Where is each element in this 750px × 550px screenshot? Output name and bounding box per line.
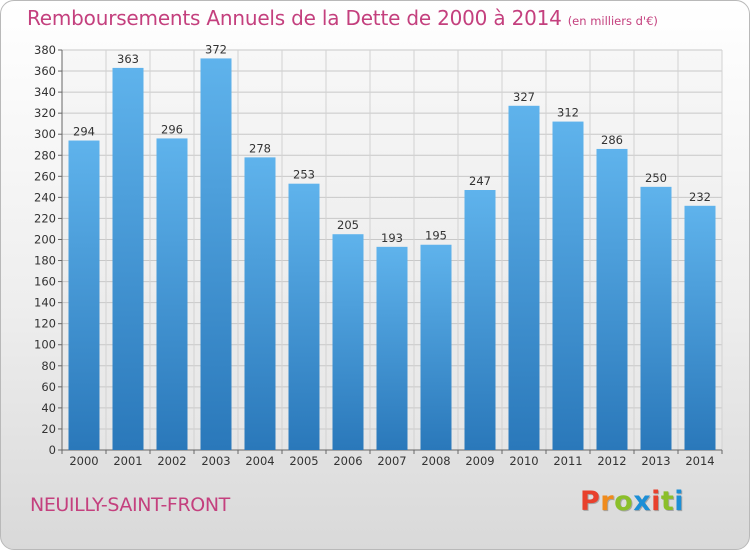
bar-value-label: 286 — [601, 133, 623, 147]
x-tick-label: 2010 — [509, 454, 538, 468]
x-tick-label: 2005 — [289, 454, 318, 468]
x-tick-label: 2000 — [69, 454, 98, 468]
bar-value-label: 278 — [249, 141, 271, 155]
y-tick-label: 340 — [34, 85, 56, 99]
commune-name: NEUILLY-SAINT-FRONT — [30, 494, 230, 516]
logo-letter: t — [660, 486, 675, 517]
logo-letter: x — [633, 486, 652, 517]
y-tick-label: 40 — [41, 401, 56, 415]
bar-value-label: 372 — [205, 42, 227, 56]
bar-value-label: 193 — [381, 231, 403, 245]
y-tick-label: 280 — [34, 148, 56, 162]
axes: 0 20 40 60 80 100 120 140 160 180 200 220 240 260 280 3… — [34, 43, 723, 468]
bar-value-label: 232 — [689, 190, 711, 204]
bar-value-label: 363 — [117, 52, 139, 66]
x-tick-label: 2004 — [245, 454, 274, 468]
logo-letter: i — [674, 486, 685, 517]
y-tick-label: 60 — [41, 380, 56, 394]
bar-value-label: 250 — [645, 171, 667, 185]
bar — [332, 234, 364, 450]
bar-value-label: 205 — [337, 218, 359, 232]
bar — [508, 105, 540, 450]
logo-letter: i — [651, 486, 661, 517]
bar — [68, 140, 100, 451]
bars — [68, 58, 716, 451]
y-tick-label: 380 — [34, 43, 56, 57]
y-tick-label: 260 — [34, 169, 56, 183]
proxiti-logo: Proxiti — [580, 486, 684, 517]
bar-value-label: 195 — [425, 229, 447, 243]
bar — [200, 58, 232, 450]
bar-value-label: 247 — [469, 174, 491, 188]
y-tick-label: 0 — [49, 443, 56, 457]
bar — [684, 205, 716, 450]
y-tick-label: 160 — [34, 275, 56, 289]
bar — [596, 148, 628, 450]
x-tick-label: 2007 — [377, 454, 406, 468]
y-tick-label: 360 — [34, 64, 56, 78]
y-tick-label: 120 — [34, 317, 56, 331]
y-tick-label: 300 — [34, 127, 56, 141]
bar — [112, 67, 144, 450]
y-tick-label: 200 — [34, 232, 56, 246]
bar — [640, 186, 672, 450]
logo-letter: r — [600, 486, 615, 517]
bar-value-label: 253 — [293, 168, 315, 182]
chart-unit-text: (en milliers d'€) — [567, 14, 658, 28]
logo-letter: P — [580, 486, 601, 517]
x-tick-label: 2006 — [333, 454, 362, 468]
chart-title-text: Remboursements Annuels de la Dette de 20… — [27, 6, 562, 30]
y-tick-label: 220 — [34, 211, 56, 225]
x-tick-label: 2002 — [157, 454, 186, 468]
bar-value-label: 296 — [161, 122, 183, 136]
bar-value-label: 294 — [73, 125, 95, 139]
y-tick-label: 100 — [34, 338, 56, 352]
chart-title: Remboursements Annuels de la Dette de 20… — [27, 6, 658, 30]
x-tick-label: 2001 — [113, 454, 142, 468]
y-tick-label: 180 — [34, 254, 56, 268]
y-tick-label: 20 — [41, 422, 56, 436]
y-tick-label: 320 — [34, 106, 56, 120]
x-tick-label: 2003 — [201, 454, 230, 468]
x-tick-label: 2011 — [553, 454, 582, 468]
logo-letter: o — [614, 486, 634, 517]
x-tick-label: 2008 — [421, 454, 450, 468]
bar — [376, 246, 408, 450]
x-tick-label: 2009 — [465, 454, 494, 468]
bar — [156, 138, 188, 450]
bar — [552, 121, 584, 450]
bar — [288, 183, 320, 450]
x-tick-label: 2012 — [597, 454, 626, 468]
x-tick-label: 2014 — [685, 454, 714, 468]
bar — [464, 190, 496, 450]
bar — [244, 157, 276, 451]
bar-value-label: 312 — [557, 106, 579, 120]
bar-value-label: 327 — [513, 90, 535, 104]
bar — [420, 244, 452, 450]
x-tick-label: 2013 — [641, 454, 670, 468]
y-tick-label: 140 — [34, 296, 56, 310]
y-tick-label: 240 — [34, 190, 56, 204]
y-tick-label: 80 — [41, 359, 56, 373]
data-labels: 294 363 296 372 278 253 205 193 195 247 327 312 286 2… — [73, 42, 711, 244]
